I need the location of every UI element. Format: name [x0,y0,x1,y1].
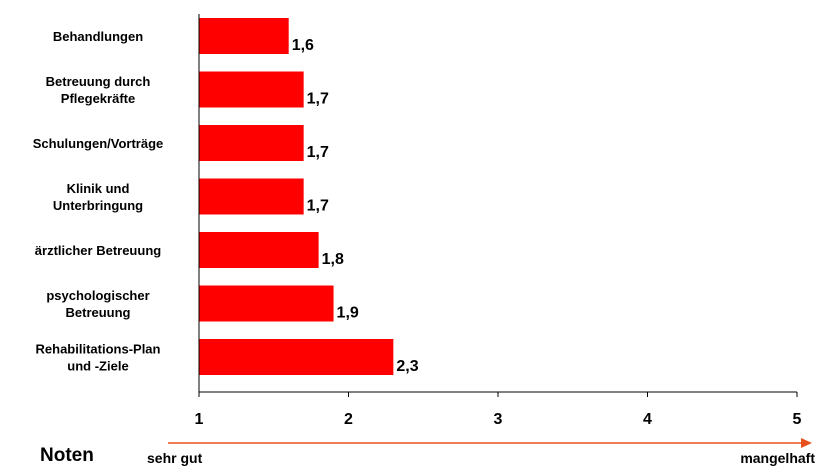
category-label-2-line-0: Schulungen/Vorträge [33,136,164,151]
category-label-4: ärztlicher Betreuung [35,243,161,258]
category-label-1-line-0: Betreuung durch [46,74,151,89]
category-label-1-line-1: Pflegekräfte [61,91,135,106]
category-label-5-line-1: Betreuung [66,305,131,320]
x-tick-label-2: 3 [494,411,503,428]
value-label-4: 1,8 [322,251,344,268]
value-label-6: 2,3 [396,358,418,375]
x-tick-label-3: 4 [643,411,652,428]
bar-6 [199,339,394,375]
scale-right-label: mangelhaft [740,450,815,466]
category-label-5: psychologischer Betreuung [46,288,149,320]
bar-0 [199,18,289,54]
category-label-6: Rehabilitations-Plan und -Ziele [36,342,161,374]
value-label-1: 1,7 [307,91,329,108]
scale-left-label: sehr gut [147,450,203,466]
category-labels-group: Behandlungen Betreuung durch Pflegekräfte S… [33,29,164,374]
scale-arrow-head [801,438,812,448]
category-label-4-line-0: ärztlicher Betreuung [35,243,161,258]
x-tick-label-1: 2 [344,411,353,428]
category-label-5-line-0: psychologischer [46,288,149,303]
bar-1 [199,71,304,108]
value-labels-group: 1,6 1,7 1,7 1,7 1,8 1,9 2,3 [292,37,419,375]
x-tick-label-4: 5 [793,411,802,428]
x-tick-label-0: 1 [195,411,204,428]
bar-2 [199,125,304,161]
bar-3 [199,178,304,215]
category-label-2: Schulungen/Vorträge [33,136,164,151]
category-label-6-line-0: Rehabilitations-Plan [36,342,161,357]
value-label-3: 1,7 [307,198,329,215]
value-label-0: 1,6 [292,37,314,54]
value-label-2: 1,7 [307,144,329,161]
bar-4 [199,232,319,268]
category-label-3: Klinik und Unterbringung [53,181,143,213]
scale-title: Noten [40,445,94,466]
category-label-6-line-1: und -Ziele [67,359,128,374]
bars-group [199,18,394,375]
x-ticks-group: 1 2 3 4 5 [195,392,802,428]
category-label-0: Behandlungen [53,29,143,44]
category-label-3-line-0: Klinik und [67,181,130,196]
category-label-1: Betreuung durch Pflegekräfte [46,74,151,106]
category-label-0-line-0: Behandlungen [53,29,143,44]
bar-5 [199,285,334,322]
value-label-5: 1,9 [337,305,359,322]
category-label-3-line-1: Unterbringung [53,198,143,213]
